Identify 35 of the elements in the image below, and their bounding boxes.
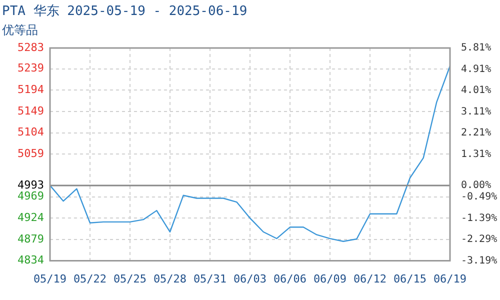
y-tick-label: 4969	[18, 190, 44, 203]
x-tick-label: 06/15	[393, 272, 427, 286]
x-tick-label: 06/09	[313, 272, 347, 286]
y2-tick-label: -3.19%	[461, 255, 498, 266]
x-tick-label: 06/19	[433, 272, 467, 286]
y-tick-label: 5239	[18, 62, 44, 75]
x-tick-label: 06/03	[233, 272, 267, 286]
x-tick-label: 05/25	[113, 272, 147, 286]
chart-title: PTA 华东 2025-05-19 - 2025-06-19	[2, 4, 248, 20]
y-tick-label: 5149	[18, 104, 44, 118]
y-tick-label: 5104	[18, 126, 44, 139]
y-tick-label: 4879	[18, 232, 44, 246]
y2-tick-label: 4.91%	[461, 64, 492, 75]
x-tick-label: 05/28	[153, 272, 187, 286]
y-tick-label: 4834	[18, 254, 44, 267]
y-tick-label: 5283	[18, 40, 44, 54]
y2-tick-label: 1.31%	[461, 148, 492, 160]
x-tick-label: 05/31	[193, 272, 227, 286]
y2-tick-label: 4.01%	[461, 85, 492, 96]
y2-tick-label: 3.11%	[461, 106, 492, 118]
y2-tick-label: -0.49%	[461, 192, 498, 203]
y-tick-label: 5194	[18, 83, 44, 96]
x-tick-label: 05/19	[33, 272, 67, 286]
y2-tick-label: 0.00%	[461, 180, 492, 191]
y2-tick-label: -2.29%	[461, 234, 498, 246]
x-tick-label: 06/06	[273, 272, 307, 286]
y-tick-label: 4993	[18, 178, 44, 192]
chart-subtitle: 优等品	[2, 22, 38, 37]
y-tick-label: 5059	[18, 147, 44, 160]
x-tick-label: 05/22	[73, 272, 107, 286]
y2-tick-label: -1.39%	[461, 212, 498, 224]
y-tick-label: 4924	[18, 211, 44, 224]
y2-tick-label: 5.81%	[461, 42, 492, 54]
y2-tick-label: 2.21%	[461, 128, 492, 139]
x-tick-label: 06/12	[353, 272, 387, 286]
